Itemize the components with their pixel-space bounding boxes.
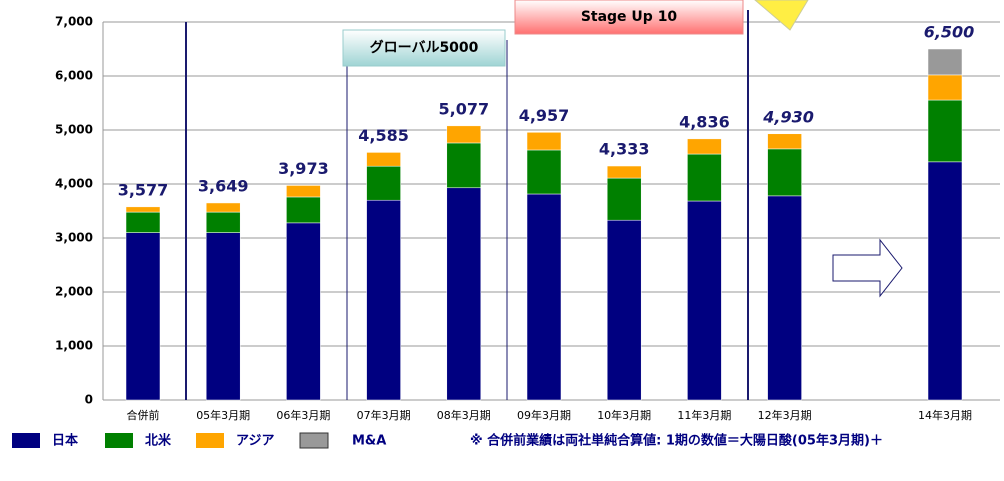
bar-segment bbox=[526, 149, 562, 195]
annotation: グローバル5000 bbox=[370, 39, 479, 56]
total-label: 6,500 bbox=[924, 23, 975, 42]
annotation-box bbox=[514, 0, 744, 35]
legend-label: 北米 bbox=[145, 433, 172, 449]
bar-segment bbox=[125, 232, 161, 401]
legend: 日本 北米 アジア M&A bbox=[12, 432, 386, 449]
bar-segment bbox=[767, 195, 802, 401]
x-tick-label: 14年3月期 bbox=[918, 408, 972, 422]
badge bbox=[754, 0, 809, 31]
footnote: ※ 合併前業績は両社単純合算値: 1期の数値＝大陽日酸(05年3月期)＋ bbox=[470, 433, 883, 449]
x-tick-label: 05年3月期 bbox=[196, 408, 250, 422]
y-tick-label: 4,000 bbox=[55, 177, 93, 191]
arrow bbox=[832, 238, 903, 298]
x-tick-label: 12年3月期 bbox=[758, 408, 812, 422]
bar-segment bbox=[927, 99, 963, 163]
bar-segment bbox=[606, 219, 642, 401]
total-label: 3,973 bbox=[278, 159, 329, 178]
bar-segment bbox=[125, 206, 161, 213]
x-tick-label: 合併前 bbox=[127, 408, 160, 422]
bar-segment bbox=[767, 133, 802, 150]
x-tick-label: 10年3月期 bbox=[597, 408, 651, 422]
bar-segment bbox=[767, 148, 802, 197]
y-tick-label: 6,000 bbox=[55, 69, 93, 83]
bar-segment bbox=[366, 165, 401, 201]
total-label: 4,836 bbox=[679, 112, 730, 131]
bar-segment bbox=[526, 193, 562, 401]
legend-label: M&A bbox=[352, 434, 386, 449]
bar-segment bbox=[606, 165, 642, 179]
bar-segment bbox=[446, 125, 482, 144]
x-tick-label: 06年3月期 bbox=[276, 408, 330, 422]
legend-swatch bbox=[105, 433, 133, 448]
total-label: 3,649 bbox=[198, 176, 249, 195]
bar-segment bbox=[687, 153, 722, 202]
bar-segment bbox=[366, 152, 401, 167]
total-label: 5,077 bbox=[438, 99, 489, 118]
legend-label: アジア bbox=[236, 434, 274, 449]
bar-segment bbox=[286, 196, 321, 224]
x-tick-label: 09年3月期 bbox=[517, 408, 571, 422]
x-tick-label: 07年3月期 bbox=[357, 408, 411, 422]
bar-segment bbox=[606, 177, 642, 221]
bar-segment bbox=[687, 200, 722, 401]
grid: 0 1,000 2,000 3,000 4,000 5,000 6,000 7,000 bbox=[55, 15, 1000, 407]
total-label: 4,957 bbox=[519, 106, 570, 125]
bar-segment bbox=[125, 211, 161, 233]
total-label: 4,585 bbox=[358, 126, 409, 145]
legend-swatch bbox=[196, 433, 224, 448]
bar-segment bbox=[205, 232, 241, 401]
total-label: 4,930 bbox=[762, 107, 814, 126]
bar-segment bbox=[286, 222, 321, 401]
y-tick-label: 0 bbox=[85, 393, 93, 407]
bar-segment bbox=[286, 185, 321, 198]
bar-segment bbox=[446, 187, 482, 401]
y-tick-label: 2,000 bbox=[55, 285, 93, 299]
bar-segment bbox=[446, 142, 482, 189]
legend-label: 日本 bbox=[52, 433, 78, 449]
x-tick-label: 11年3月期 bbox=[677, 408, 731, 422]
bar-segment bbox=[366, 199, 401, 401]
total-label: 4,333 bbox=[599, 140, 650, 159]
bar-segment bbox=[927, 161, 963, 401]
x-tick-label: 08年3月期 bbox=[437, 408, 491, 422]
bars: 合併前 3,577 05年3月期 3,649 06年3月期 3,973 07年3月期 4,58… bbox=[118, 23, 975, 423]
y-tick-label: 1,000 bbox=[55, 339, 93, 353]
y-tick-label: 3,000 bbox=[55, 231, 93, 245]
total-label: 3,577 bbox=[118, 180, 169, 199]
annotation-box bbox=[342, 29, 506, 67]
y-tick-label: 7,000 bbox=[55, 15, 93, 29]
bar-segment bbox=[927, 74, 963, 101]
bar-segment bbox=[205, 202, 241, 213]
annotation: Stage Up 10 bbox=[581, 9, 678, 25]
y-tick-label: 5,000 bbox=[55, 123, 93, 137]
legend-swatch bbox=[299, 432, 329, 449]
legend-swatch bbox=[12, 433, 40, 448]
bar-segment bbox=[687, 138, 722, 155]
bar-segment bbox=[927, 48, 963, 76]
bar-segment bbox=[205, 211, 241, 233]
bar-segment bbox=[526, 132, 562, 151]
